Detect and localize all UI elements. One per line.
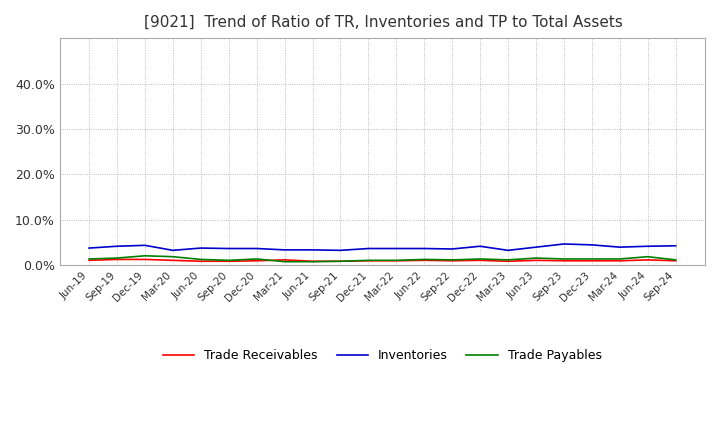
Trade Payables xyxy=(308,259,317,264)
Trade Payables xyxy=(531,256,540,261)
Inventories xyxy=(336,248,345,253)
Text: [9021]  Trend of Ratio of TR, Inventories and TP to Total Assets: [9021] Trend of Ratio of TR, Inventories… xyxy=(143,15,623,30)
Inventories xyxy=(644,244,652,249)
Inventories xyxy=(252,246,261,251)
Inventories xyxy=(671,243,680,249)
Trade Receivables xyxy=(559,258,568,264)
Trade Payables xyxy=(616,257,624,262)
Trade Receivables xyxy=(671,258,680,264)
Inventories xyxy=(420,246,428,251)
Inventories xyxy=(476,244,485,249)
Trade Payables xyxy=(504,257,513,263)
Inventories xyxy=(225,246,233,251)
Trade Payables xyxy=(225,258,233,263)
Trade Payables xyxy=(197,257,205,262)
Trade Payables xyxy=(644,254,652,259)
Trade Receivables xyxy=(644,257,652,263)
Legend: Trade Receivables, Inventories, Trade Payables: Trade Receivables, Inventories, Trade Pa… xyxy=(158,344,607,367)
Trade Receivables xyxy=(336,259,345,264)
Line: Trade Payables: Trade Payables xyxy=(89,256,675,262)
Trade Receivables xyxy=(197,259,205,264)
Inventories xyxy=(168,248,177,253)
Inventories xyxy=(531,245,540,250)
Trade Receivables xyxy=(252,258,261,264)
Inventories xyxy=(588,242,596,248)
Trade Payables xyxy=(559,257,568,262)
Trade Payables xyxy=(364,258,373,263)
Trade Payables xyxy=(420,257,428,262)
Trade Receivables xyxy=(168,258,177,263)
Inventories xyxy=(504,248,513,253)
Inventories xyxy=(559,241,568,246)
Trade Receivables xyxy=(140,257,149,262)
Trade Payables xyxy=(85,257,94,262)
Trade Payables xyxy=(168,254,177,259)
Inventories xyxy=(112,244,121,249)
Trade Receivables xyxy=(392,258,400,264)
Inventories xyxy=(392,246,400,251)
Trade Payables xyxy=(252,257,261,262)
Trade Receivables xyxy=(112,257,121,262)
Trade Receivables xyxy=(504,259,513,264)
Inventories xyxy=(280,247,289,253)
Trade Payables xyxy=(588,257,596,262)
Inventories xyxy=(364,246,373,251)
Inventories xyxy=(616,245,624,250)
Trade Receivables xyxy=(364,258,373,264)
Inventories xyxy=(197,246,205,251)
Trade Payables xyxy=(140,253,149,258)
Trade Payables xyxy=(448,257,456,263)
Trade Receivables xyxy=(476,258,485,263)
Trade Receivables xyxy=(280,257,289,263)
Trade Receivables xyxy=(616,258,624,264)
Trade Receivables xyxy=(531,258,540,263)
Inventories xyxy=(448,246,456,252)
Trade Payables xyxy=(476,257,485,262)
Line: Inventories: Inventories xyxy=(89,244,675,250)
Trade Receivables xyxy=(420,258,428,263)
Trade Receivables xyxy=(588,258,596,264)
Inventories xyxy=(85,246,94,251)
Trade Payables xyxy=(336,259,345,264)
Trade Payables xyxy=(671,257,680,263)
Inventories xyxy=(140,243,149,248)
Trade Receivables xyxy=(85,258,94,263)
Trade Receivables xyxy=(225,259,233,264)
Trade Payables xyxy=(280,259,289,264)
Trade Receivables xyxy=(448,258,456,264)
Inventories xyxy=(308,247,317,253)
Trade Payables xyxy=(112,256,121,261)
Trade Payables xyxy=(392,258,400,263)
Line: Trade Receivables: Trade Receivables xyxy=(89,260,675,261)
Trade Receivables xyxy=(308,259,317,264)
